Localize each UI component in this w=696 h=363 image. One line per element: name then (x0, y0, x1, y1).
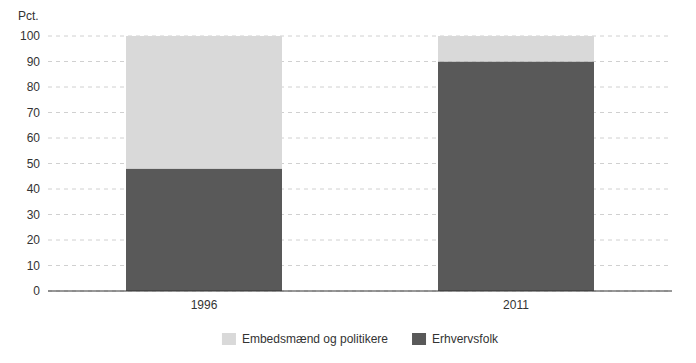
grid (48, 36, 672, 291)
x-tick-label: 2011 (503, 298, 529, 312)
y-tick-label: 80 (27, 80, 41, 94)
bars (126, 36, 594, 291)
grid-line (48, 291, 672, 292)
legend-swatch (412, 333, 426, 345)
legend-label: Embedsmænd og politikere (242, 332, 388, 346)
y-axis-label: Pct. (18, 9, 39, 23)
bar (438, 36, 594, 62)
y-tick-label: 40 (27, 182, 41, 196)
y-tick-label: 0 (33, 284, 40, 298)
chart-container: 0 10 20 30 40 50 60 70 80 90 100 Pct. 1996 2011 Embeds… (0, 0, 696, 363)
y-tick-label: 70 (27, 106, 41, 120)
bar (438, 62, 594, 292)
bar (126, 169, 282, 291)
legend-swatch (222, 333, 236, 345)
legend-item: Embedsmænd og politikere (222, 332, 388, 346)
y-tick-label: 20 (27, 233, 41, 247)
legend-item: Erhvervsfolk (412, 332, 499, 346)
y-tick-label: 60 (27, 131, 41, 145)
x-tick-label: 1996 (191, 298, 218, 312)
y-tick-label: 50 (27, 157, 41, 171)
y-tick-label: 30 (27, 208, 41, 222)
y-tick-label: 10 (27, 259, 41, 273)
chart-svg: 0 10 20 30 40 50 60 70 80 90 100 Pct. 1996 2011 Embeds… (0, 0, 696, 363)
x-axis-line (48, 291, 672, 292)
bar (126, 36, 282, 169)
y-tick-label: 90 (27, 55, 41, 69)
legend-label: Erhvervsfolk (432, 332, 499, 346)
y-tick-label: 100 (20, 29, 40, 43)
legend: Embedsmænd og politikere Erhvervsfolk (222, 332, 499, 346)
